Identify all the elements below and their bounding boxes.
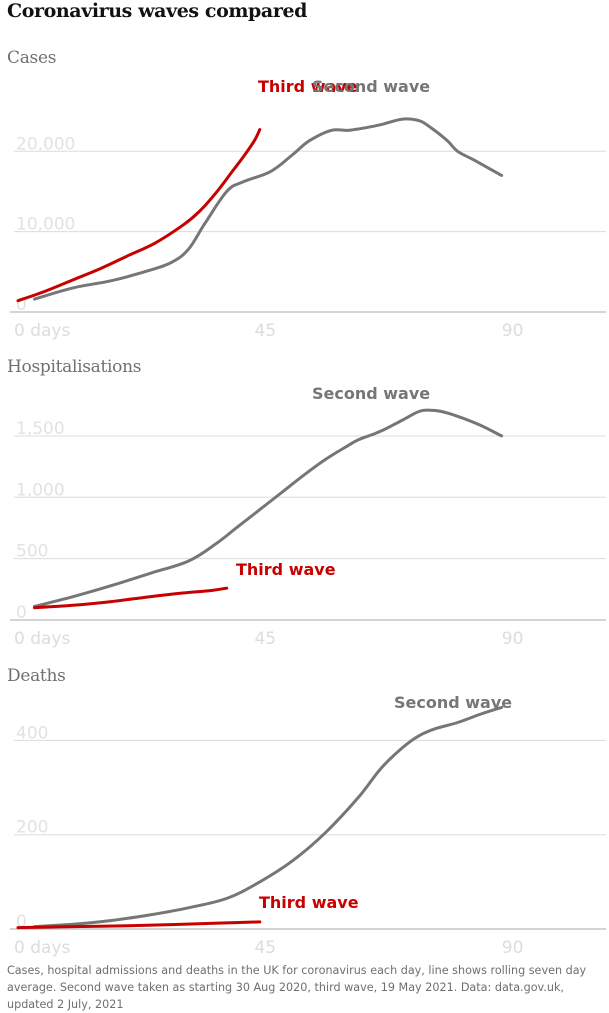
y-tick-label: 10,000: [16, 215, 75, 235]
y-tick-label: 1,000: [16, 480, 65, 500]
y-tick-label: 500: [16, 542, 48, 562]
x-tick-label: 45: [254, 629, 276, 649]
y-tick-label: 20,000: [16, 134, 75, 154]
second-wave-label: Second wave: [394, 693, 512, 712]
third-wave-label: Third wave: [259, 893, 359, 912]
y-tick-label: 0: [16, 912, 27, 932]
panel-title-cases: Cases: [7, 48, 57, 68]
x-tick-label: 90: [502, 321, 524, 341]
chart-title: Coronavirus waves compared: [7, 0, 308, 22]
x-tick-label: 0 days: [14, 938, 70, 958]
third-wave-label: Third wave: [258, 77, 358, 96]
x-tick-label: 90: [502, 629, 524, 649]
third-wave-label: Third wave: [236, 560, 336, 579]
y-tick-label: 0: [16, 603, 27, 623]
y-tick-label: 200: [16, 818, 48, 838]
deaths-chart: 0 200 400 0 days 45 90 Second wave Third wave: [10, 693, 606, 958]
x-tick-label: 45: [254, 321, 276, 341]
second-wave-label: Second wave: [312, 77, 430, 96]
third-wave-line: [16, 128, 262, 303]
hospitalisations-chart: 0 500 1,000 1,500 0 days 45 90 Second wave Third…: [10, 384, 606, 649]
second-wave-line: [33, 408, 504, 608]
y-tick-label: 1,500: [16, 419, 65, 439]
footnote: Cases, hospital admissions and deaths in…: [7, 964, 587, 1011]
panel-title-deaths: Deaths: [7, 666, 66, 686]
x-tick-label: 90: [502, 938, 524, 958]
x-tick-label: 45: [254, 938, 276, 958]
panel-title-hospitalisations: Hospitalisations: [7, 357, 142, 377]
y-tick-label: 0: [16, 295, 27, 315]
third-wave-line: [33, 586, 229, 610]
cases-chart: 0 10,000 20,000 0 days 45 90 Third waveSecond …: [10, 77, 606, 341]
y-tick-label: 400: [16, 723, 48, 743]
third-wave-line: [16, 920, 262, 930]
x-tick-label: 0 days: [14, 629, 70, 649]
second-wave-line: [33, 117, 504, 301]
second-wave-label: Second wave: [312, 384, 430, 403]
x-tick-label: 0 days: [14, 321, 70, 341]
second-wave-line: [33, 705, 504, 929]
